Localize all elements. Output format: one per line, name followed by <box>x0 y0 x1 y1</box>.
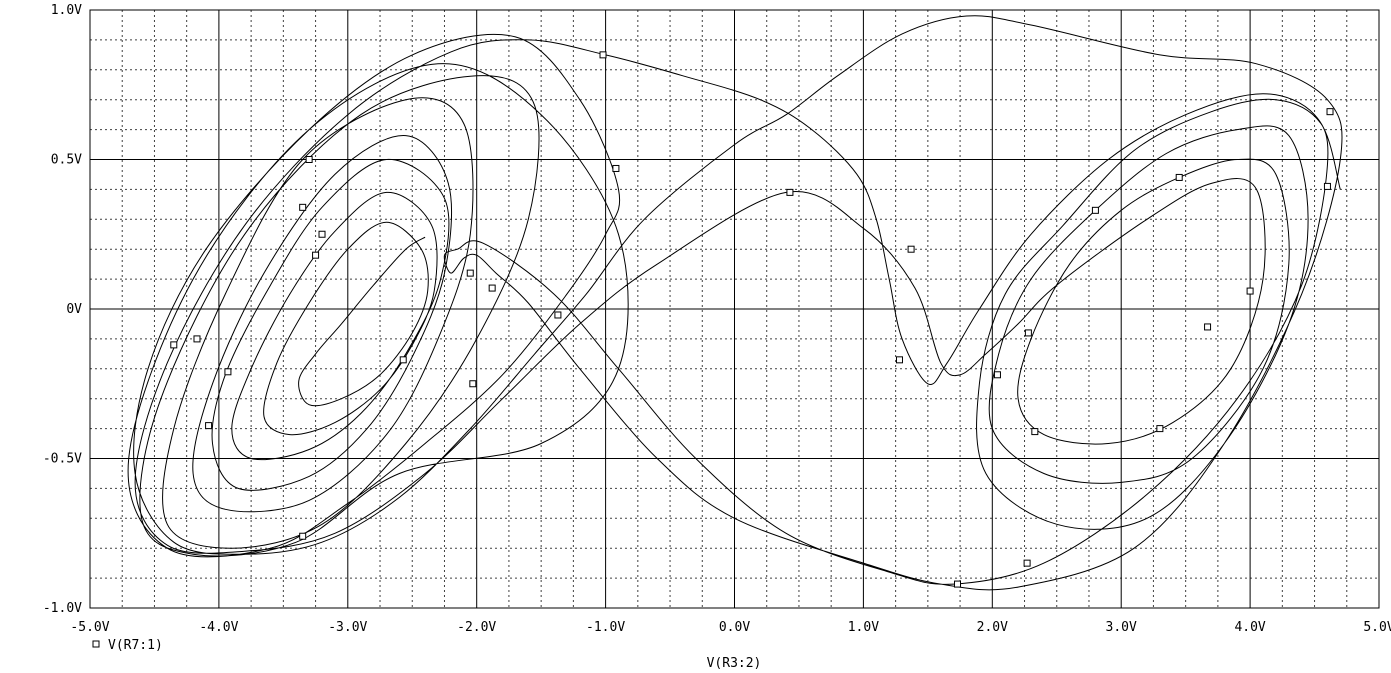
series-marker <box>554 311 562 319</box>
series-marker <box>1246 287 1254 295</box>
series-marker <box>895 356 903 364</box>
series-marker <box>299 532 307 540</box>
x-tick-label: -2.0V <box>457 620 496 635</box>
series-trace <box>127 15 1343 591</box>
legend-label: V(R7:1) <box>108 638 163 653</box>
series-marker <box>1031 428 1039 436</box>
trace-layer <box>127 15 1343 591</box>
series-marker <box>599 51 607 59</box>
series-marker <box>1323 182 1331 190</box>
plot-frame <box>89 9 1380 609</box>
x-tick-label: 3.0V <box>1106 620 1137 635</box>
series-marker <box>993 371 1001 379</box>
series-marker <box>612 164 620 172</box>
legend: V(R7:1) <box>92 638 163 653</box>
series-marker <box>205 422 213 430</box>
legend-marker <box>92 640 100 648</box>
series-marker <box>224 368 232 376</box>
series-marker <box>170 341 178 349</box>
marker-layer <box>170 51 1334 588</box>
series-marker <box>469 380 477 388</box>
series-marker <box>193 335 201 343</box>
series-marker <box>1024 329 1032 337</box>
y-tick-label: 0.5V <box>51 153 82 168</box>
x-tick-label: -1.0V <box>586 620 625 635</box>
series-marker <box>299 203 307 211</box>
x-tick-label: 5.0V <box>1363 620 1391 635</box>
x-axis-label: V(R3:2) <box>707 656 762 671</box>
series-marker <box>1023 559 1031 567</box>
x-tick-label: -4.0V <box>199 620 238 635</box>
series-marker <box>305 156 313 163</box>
y-axis-ticks: 1.0V 0.5V 0V -0.5V -1.0V <box>43 3 82 616</box>
series-marker <box>953 580 961 588</box>
series-marker <box>318 230 326 238</box>
series-marker <box>466 269 474 277</box>
series-marker <box>1175 173 1183 181</box>
series-marker <box>1204 323 1212 331</box>
x-tick-label: 0.0V <box>719 620 750 635</box>
y-tick-label: 1.0V <box>51 3 82 18</box>
x-axis-ticks: -5.0V -4.0V -3.0V -2.0V -1.0V 0.0V 1.0V 2.0V 3.0… <box>70 620 1391 635</box>
series-marker <box>1326 108 1334 116</box>
x-tick-label: -3.0V <box>328 620 367 635</box>
y-tick-label: 0V <box>66 302 82 317</box>
series-marker <box>399 356 407 364</box>
y-tick-label: -1.0V <box>43 601 82 616</box>
y-tick-label: -0.5V <box>43 452 82 467</box>
series-marker <box>1156 425 1164 433</box>
series-marker <box>907 245 915 253</box>
series-marker <box>786 188 794 196</box>
x-tick-label: 1.0V <box>848 620 879 635</box>
x-tick-label: 4.0V <box>1234 620 1265 635</box>
series-marker <box>312 251 320 259</box>
series-marker <box>488 284 496 292</box>
series-marker <box>1091 206 1099 214</box>
x-tick-label: 2.0V <box>977 620 1008 635</box>
x-tick-label: -5.0V <box>70 620 109 635</box>
